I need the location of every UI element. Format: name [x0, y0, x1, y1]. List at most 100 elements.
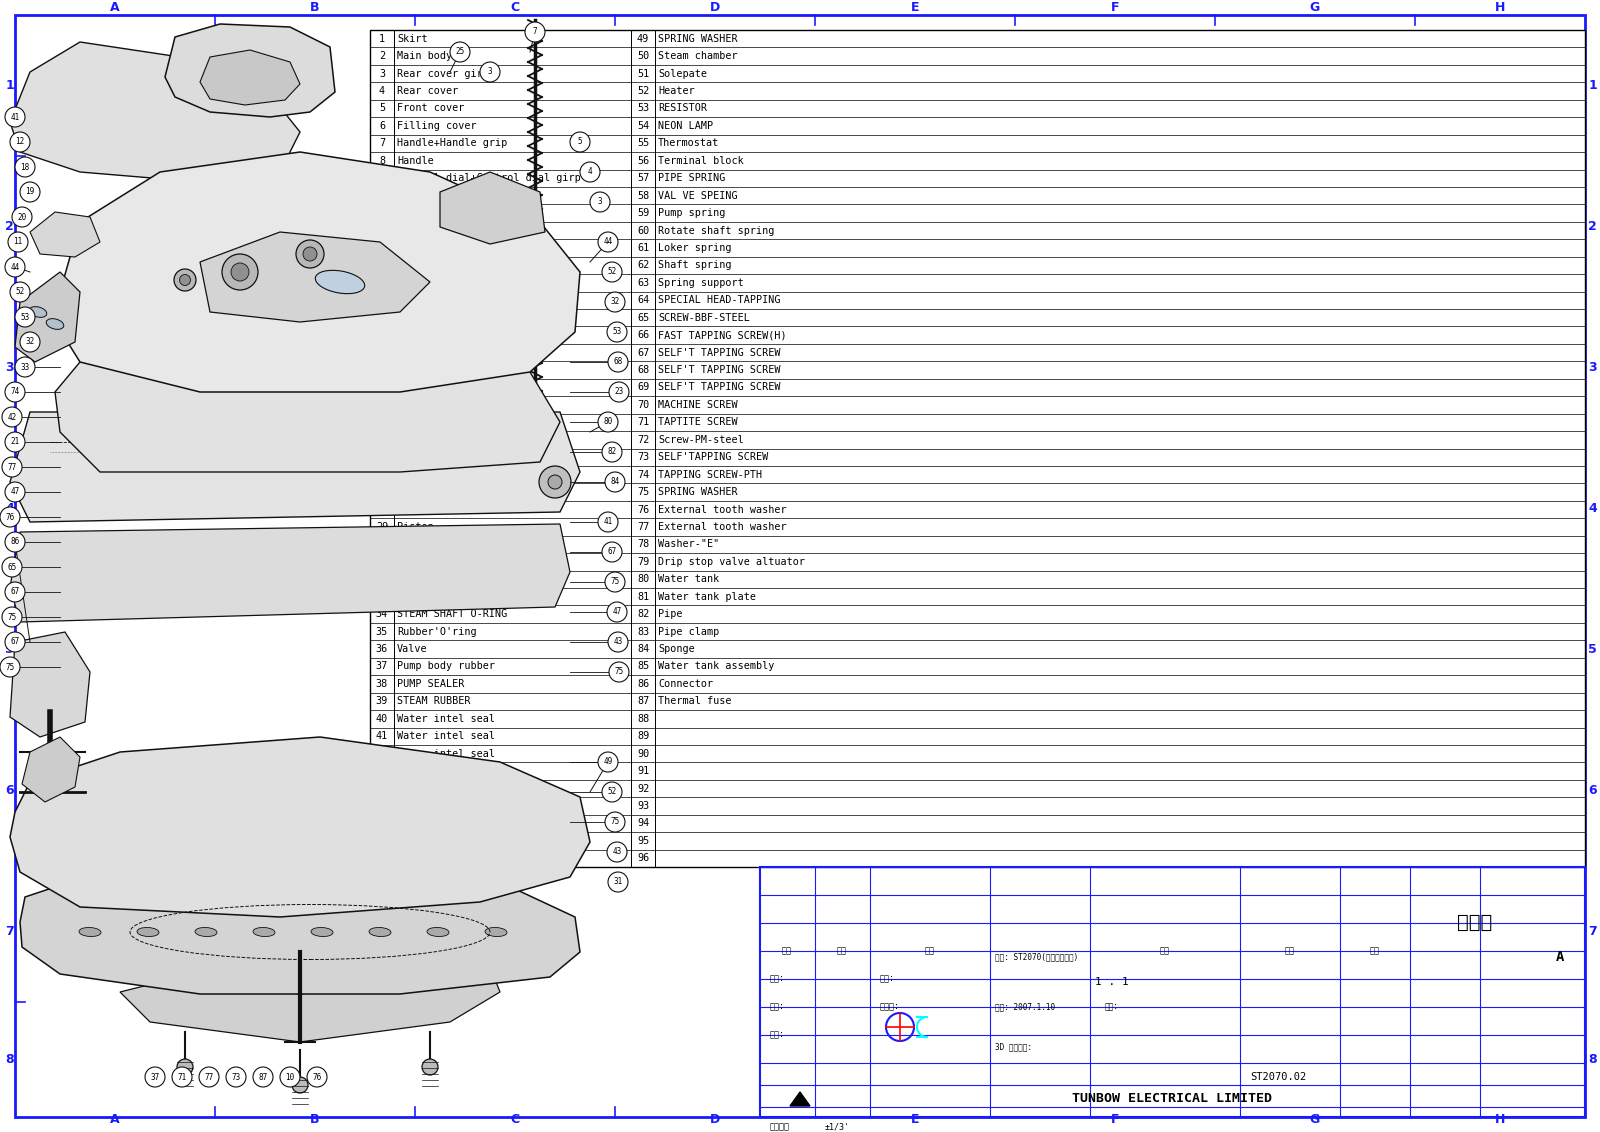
Text: 69: 69 — [637, 383, 650, 393]
Text: 86: 86 — [637, 679, 650, 689]
Text: Lens: Lens — [397, 295, 421, 306]
Text: 36: 36 — [376, 644, 389, 654]
Text: Surge Knob: Surge Knob — [397, 225, 458, 235]
Text: 材料: 材料 — [1285, 946, 1294, 955]
Text: 44: 44 — [376, 783, 389, 794]
Text: Connector: Connector — [658, 679, 714, 689]
Circle shape — [605, 572, 626, 592]
Circle shape — [5, 532, 26, 552]
Text: 89: 89 — [637, 731, 650, 741]
Text: 19: 19 — [376, 348, 389, 358]
Circle shape — [590, 192, 610, 212]
Text: Steam shaft: Steam shaft — [397, 400, 464, 410]
Circle shape — [606, 602, 627, 621]
Text: 13: 13 — [376, 243, 389, 252]
Text: 53: 53 — [21, 312, 30, 321]
Text: Handle+Handle grip: Handle+Handle grip — [397, 138, 507, 148]
Circle shape — [230, 263, 250, 281]
Circle shape — [605, 292, 626, 312]
Circle shape — [0, 657, 19, 677]
Circle shape — [602, 441, 622, 462]
Circle shape — [598, 752, 618, 772]
Text: 96: 96 — [637, 854, 650, 864]
Bar — [760, 867, 1586, 1117]
Text: INLET RUBBER: INLET RUBBER — [397, 766, 470, 777]
Text: 71: 71 — [637, 418, 650, 428]
Circle shape — [296, 240, 323, 268]
Text: 42: 42 — [376, 748, 389, 758]
Text: C: C — [510, 1, 520, 14]
Text: 26: 26 — [376, 470, 389, 480]
Text: 审核:: 审核: — [1106, 1003, 1118, 1012]
Circle shape — [450, 42, 470, 62]
Circle shape — [610, 662, 629, 681]
Text: Water tank: Water tank — [658, 574, 720, 584]
Text: TUNBOW ELECTRICAL LIMITED: TUNBOW ELECTRICAL LIMITED — [1072, 1092, 1272, 1106]
Text: 3: 3 — [5, 361, 14, 374]
Circle shape — [174, 269, 195, 291]
Text: External tooth washer: External tooth washer — [658, 522, 787, 532]
Text: 47: 47 — [613, 608, 622, 617]
Text: 67: 67 — [608, 548, 616, 557]
Text: 60: 60 — [637, 225, 650, 235]
Text: 47: 47 — [10, 488, 19, 497]
Text: Spring support: Spring support — [658, 277, 744, 288]
Polygon shape — [200, 50, 301, 105]
Circle shape — [8, 232, 29, 252]
Circle shape — [608, 872, 627, 892]
Text: 3: 3 — [488, 68, 493, 77]
Circle shape — [605, 812, 626, 832]
Text: Water intel seal: Water intel seal — [397, 748, 494, 758]
Text: 1: 1 — [379, 34, 386, 44]
Circle shape — [5, 108, 26, 127]
Text: 42: 42 — [8, 412, 16, 421]
Text: 43: 43 — [613, 637, 622, 646]
Text: Terminal block: Terminal block — [658, 156, 744, 165]
Circle shape — [2, 607, 22, 627]
Text: 7: 7 — [1589, 925, 1597, 938]
Ellipse shape — [370, 927, 390, 936]
Polygon shape — [10, 632, 90, 737]
Circle shape — [525, 22, 546, 42]
Text: Knob cover+Knob cover grip: Knob cover+Knob cover grip — [397, 312, 557, 323]
Text: TAPTITE SCREW: TAPTITE SCREW — [658, 418, 738, 428]
Circle shape — [280, 1067, 301, 1087]
Circle shape — [13, 207, 32, 228]
Text: 7: 7 — [379, 138, 386, 148]
Polygon shape — [54, 362, 560, 472]
Text: Screw-PM-steel: Screw-PM-steel — [397, 854, 483, 864]
Text: 77: 77 — [205, 1072, 214, 1081]
Text: 52: 52 — [608, 788, 616, 797]
Text: 11: 11 — [13, 238, 22, 247]
Text: 41: 41 — [10, 112, 19, 121]
Ellipse shape — [253, 927, 275, 936]
Circle shape — [173, 1067, 192, 1087]
Text: 21: 21 — [10, 437, 19, 446]
Text: Selector Knob: Selector Knob — [397, 260, 477, 271]
Text: 10: 10 — [285, 1072, 294, 1081]
Polygon shape — [14, 272, 80, 362]
Text: 角度公差: 角度公差 — [770, 1123, 790, 1132]
Text: SPECIAL HEAD-TAPPING: SPECIAL HEAD-TAPPING — [658, 295, 781, 306]
Text: 20: 20 — [18, 213, 27, 222]
Text: SEAL GASKET: SEAL GASKET — [397, 783, 464, 794]
Text: Rubber'O'ring: Rubber'O'ring — [397, 627, 477, 636]
Text: 53: 53 — [613, 327, 622, 336]
Text: Rotate shaft: Rotate shaft — [397, 435, 470, 445]
Text: 16: 16 — [376, 295, 389, 306]
Text: Valve: Valve — [397, 644, 427, 654]
Ellipse shape — [315, 271, 365, 293]
Text: Pipe: Pipe — [658, 609, 683, 619]
Circle shape — [610, 381, 629, 402]
Text: 1: 1 — [5, 79, 14, 92]
Circle shape — [608, 632, 627, 652]
Circle shape — [14, 157, 35, 177]
Text: 品名: 品名 — [1160, 946, 1170, 955]
Text: 46: 46 — [376, 818, 389, 829]
Text: 3: 3 — [1589, 361, 1597, 374]
Text: 2: 2 — [1589, 220, 1597, 233]
Text: Pump spring: Pump spring — [658, 208, 725, 218]
Text: 12: 12 — [376, 225, 389, 235]
Circle shape — [547, 475, 562, 489]
Text: 31: 31 — [376, 557, 389, 567]
